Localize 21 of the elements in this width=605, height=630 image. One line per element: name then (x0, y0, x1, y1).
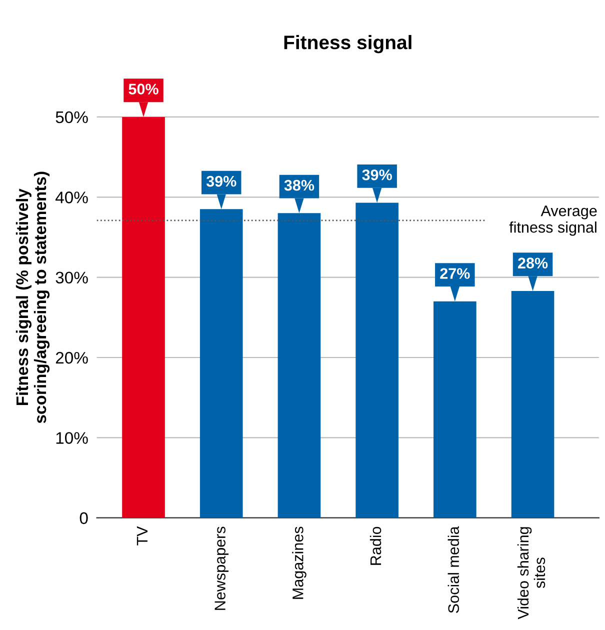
y-axis-title: Fitness signal (% positively scoring/agreeing to statements) (16, 172, 50, 424)
y-tick-label: 50% (56, 111, 88, 124)
data-label: 27% (440, 268, 470, 279)
data-label: 39% (206, 176, 236, 187)
data-label: 28% (518, 258, 548, 268)
data-label: 38% (284, 180, 314, 191)
y-tick-label: 20% (56, 352, 88, 364)
y-tick-label: 10% (56, 432, 88, 444)
y-tick-label: 0 (80, 512, 88, 524)
x-tick-label: Video sharing sites (517, 527, 546, 620)
x-tick-label: Radio (370, 526, 382, 565)
x-tick-label: Social media (448, 526, 460, 613)
x-tick-label: Magazines (292, 526, 306, 599)
ref-line-label: Average fitness signal (509, 206, 597, 236)
chart-title: Fitness signal (284, 34, 412, 54)
x-tick-label: Newspapers (214, 526, 228, 610)
y-tick-label: 30% (56, 272, 88, 284)
x-tick-label: TV (136, 526, 148, 546)
data-label: 39% (362, 169, 392, 180)
data-label: 50% (128, 84, 158, 94)
y-tick-label: 40% (55, 192, 88, 204)
